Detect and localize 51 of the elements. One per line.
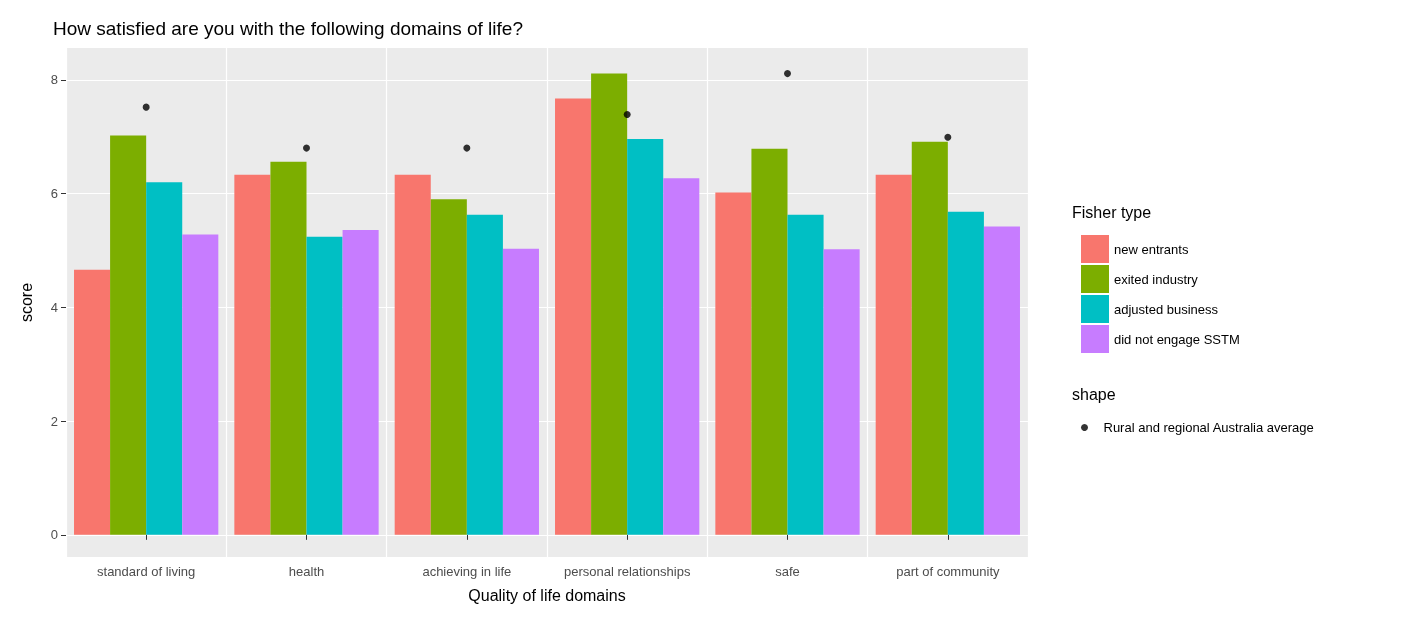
bar — [663, 178, 700, 535]
legend-title: Fisher type — [1072, 203, 1152, 221]
legend-label: Rural and regional Australia average — [1103, 420, 1314, 435]
legend-label: exited industry — [1114, 271, 1199, 287]
x-tick-label: standard of living — [97, 564, 196, 579]
legend-label: did not engage SSTM — [1114, 331, 1240, 347]
bar — [947, 211, 984, 535]
bar — [342, 229, 379, 535]
bar — [502, 248, 539, 535]
point — [944, 133, 952, 141]
text: shape — [1072, 385, 1116, 403]
bar — [983, 226, 1020, 535]
y-tick-label: 6 — [50, 186, 58, 202]
y-tick-label: 0 — [50, 527, 58, 543]
bar — [306, 236, 343, 535]
legend-label: adjusted business — [1114, 301, 1219, 317]
bar — [182, 234, 219, 535]
x-tick-label: achieving in life — [422, 564, 512, 579]
x-tick-label: safe — [775, 564, 800, 579]
bar — [787, 214, 824, 535]
bar — [751, 148, 788, 535]
bar — [394, 174, 431, 535]
x-axis-title: Quality of life domains — [468, 586, 626, 604]
point — [784, 70, 791, 78]
bar — [466, 214, 503, 535]
x-tick-label: personal relationships — [563, 564, 691, 579]
bar — [911, 141, 948, 535]
bar — [591, 73, 628, 535]
bar — [110, 135, 147, 535]
point — [463, 144, 471, 152]
x-tick-label: health — [288, 564, 325, 579]
chart-title: How satisfied are you with the following domains of life? — [53, 18, 523, 39]
bar — [74, 269, 111, 535]
bar — [555, 98, 592, 535]
legend-label: new entrants — [1114, 241, 1189, 257]
bar — [270, 161, 307, 535]
bar — [823, 249, 860, 535]
bar — [430, 199, 467, 535]
bar — [875, 174, 912, 535]
x-tick-label: part of community — [896, 564, 1000, 579]
point — [303, 144, 310, 152]
bar — [627, 138, 664, 535]
point — [623, 111, 631, 119]
bar — [715, 192, 752, 535]
y-axis-title: score — [17, 282, 35, 323]
bar — [234, 174, 271, 535]
bar — [146, 182, 183, 535]
y-tick-label: 4 — [50, 299, 58, 315]
point — [142, 103, 150, 111]
y-tick-label: 2 — [50, 413, 58, 429]
y-tick-label: 8 — [50, 72, 58, 88]
